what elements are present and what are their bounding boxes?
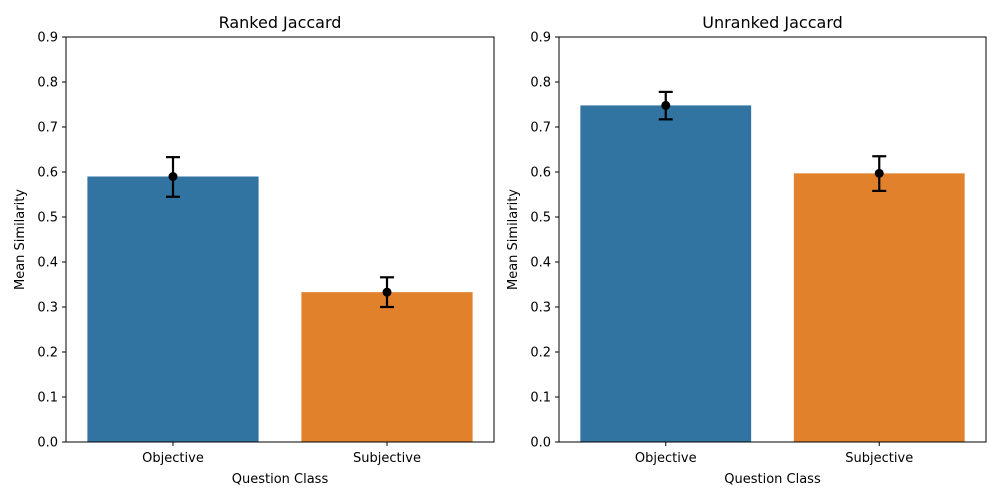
bar-objective xyxy=(580,105,752,443)
mean-point-objective xyxy=(168,172,178,181)
bar-subjective xyxy=(793,173,965,442)
y-tick-label: 0.4 xyxy=(530,256,551,271)
x-tick-label: Subjective xyxy=(353,451,421,466)
y-tick-label: 0.9 xyxy=(37,31,58,46)
x-tick-label: Subjective xyxy=(845,451,913,466)
chart-panel-1: 0.0 0.1 0.2 0.3 0.4 0.5 0.6 0.7 0.8 0.9 Objective S… xyxy=(13,13,495,487)
y-tick-label: 0.3 xyxy=(37,301,58,316)
y-axis-label: Mean Similarity xyxy=(13,189,28,290)
chart-title: Ranked Jaccard xyxy=(219,13,342,32)
y-tick-label: 0.7 xyxy=(37,121,58,136)
y-tick-label: 0.2 xyxy=(530,346,551,361)
y-tick-label: 0.5 xyxy=(530,211,551,226)
y-tick-label: 0.1 xyxy=(37,391,58,406)
y-tick-label: 0.9 xyxy=(530,31,551,46)
y-tick-label: 0.3 xyxy=(530,301,551,316)
mean-point-objective xyxy=(661,100,671,110)
mean-point-subjective xyxy=(382,287,392,297)
y-tick-label: 0.5 xyxy=(37,211,58,226)
mean-point-subjective xyxy=(874,168,884,178)
y-tick-label: 0.8 xyxy=(37,76,58,91)
x-tick-label: Objective xyxy=(635,451,697,466)
y-tick-label: 0.8 xyxy=(530,76,551,91)
y-tick-label: 0.4 xyxy=(37,256,58,271)
y-axis-label: Mean Similarity xyxy=(506,189,521,290)
y-tick-label: 0.1 xyxy=(530,391,551,406)
plot-frame xyxy=(65,36,495,443)
y-tick-label: 0.0 xyxy=(530,436,551,451)
chart-panel-2: 0.0 0.1 0.2 0.3 0.4 0.5 0.6 0.7 0.8 0.9 Objective S… xyxy=(506,13,987,487)
x-tick-label: Objective xyxy=(142,451,204,466)
y-tick-label: 0.2 xyxy=(37,346,58,361)
x-axis-label: Question Class xyxy=(724,472,821,487)
bar-objective xyxy=(87,176,259,442)
y-tick-label: 0.0 xyxy=(37,436,58,451)
plot-frame xyxy=(558,36,987,443)
y-tick-label: 0.6 xyxy=(37,166,58,181)
x-axis-label: Question Class xyxy=(232,472,329,487)
y-tick-label: 0.7 xyxy=(530,121,551,136)
chart-title: Unranked Jaccard xyxy=(702,13,843,32)
bar-subjective xyxy=(301,292,473,442)
y-tick-label: 0.6 xyxy=(530,166,551,181)
